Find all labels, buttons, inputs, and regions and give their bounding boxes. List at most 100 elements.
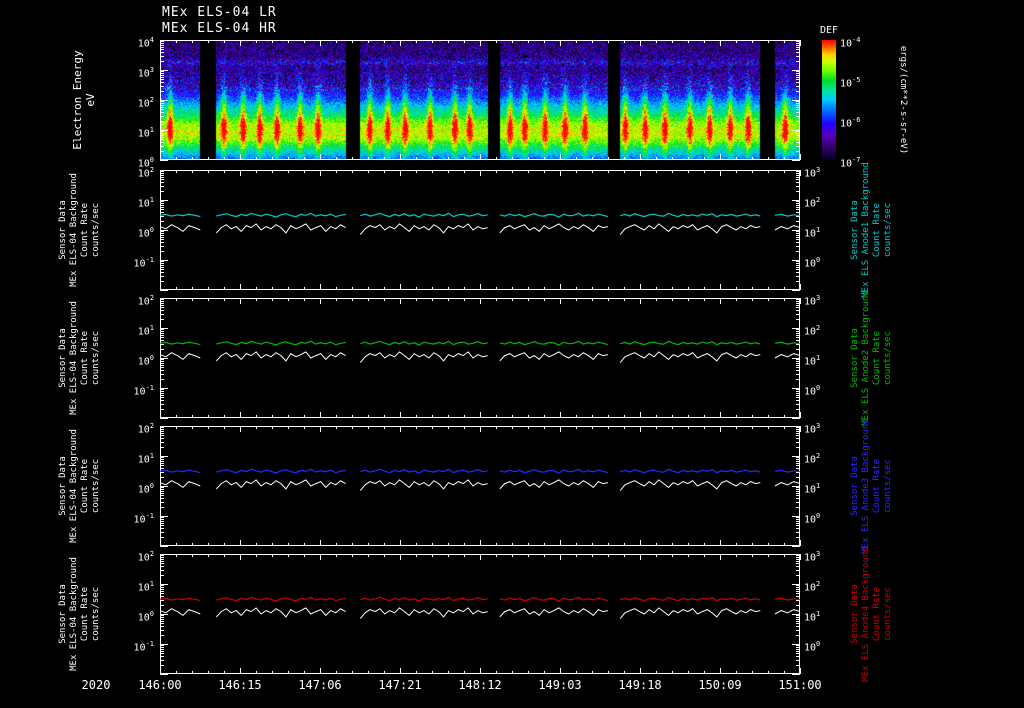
panel-right-axis-title: Sensor Data MEx ELS Anode2 Background Coun… [850, 290, 894, 425]
tick-label: 100 [804, 640, 821, 654]
tick-label: 103 [804, 422, 821, 436]
tick-label: 100 [137, 156, 154, 170]
label-line: MEx ELS-04 Background [69, 557, 79, 671]
label-line: MEx ELS-04 Background [69, 429, 79, 543]
plot-axes [159, 426, 801, 547]
tick-label: 101 [137, 580, 154, 594]
x-axis-tick-label: 146:15 [218, 678, 262, 692]
label-line: Count Rate [80, 202, 90, 258]
label-line: Sensor Data [850, 200, 860, 260]
tick-label: 10-6 [840, 116, 861, 130]
tick-label: 102 [804, 324, 821, 338]
tick-label: 100 [804, 384, 821, 398]
tick-label: 100 [137, 482, 154, 496]
label-line: counts/sec [883, 330, 893, 386]
label-line: Electron Energy [71, 50, 84, 150]
label-line: counts/sec [91, 458, 101, 514]
x-axis-tick-label: 148:12 [458, 678, 502, 692]
label-line: Count Rate [80, 586, 90, 642]
x-axis-tick-label: 149:18 [618, 678, 662, 692]
tick-label: 101 [804, 610, 821, 624]
label-line: MEx ELS Anode1 Background [861, 162, 871, 298]
x-axis-tick-label: 147:21 [378, 678, 422, 692]
tick-label: 102 [804, 452, 821, 466]
spectrogram-y-axis-title: Electron Energy eV [71, 50, 97, 149]
tick-label: 103 [804, 294, 821, 308]
label-line: MEx ELS-04 Background [69, 301, 79, 415]
tick-label: 101 [804, 482, 821, 496]
tick-label: 10-1 [133, 384, 154, 398]
tick-label: 101 [137, 126, 154, 140]
label-line: counts/sec [91, 202, 101, 258]
label-line: Count Rate [80, 458, 90, 514]
label-line: Count Rate [872, 458, 882, 514]
label-line: Sensor Data [58, 456, 68, 516]
label-line: Count Rate [80, 330, 90, 386]
panel-left-axis-title: Sensor Data MEx ELS-04 Background Count Ra… [58, 173, 102, 287]
tick-label: 101 [137, 452, 154, 466]
tick-label: 102 [137, 96, 154, 110]
label-line: counts/sec [883, 202, 893, 258]
panel-left-axis-title: Sensor Data MEx ELS-04 Background Count Ra… [58, 557, 102, 671]
tick-label: 101 [804, 226, 821, 240]
tick-label: 101 [137, 196, 154, 210]
tick-label: 102 [804, 196, 821, 210]
tick-label: 104 [137, 36, 154, 50]
tick-label: 101 [137, 324, 154, 338]
tick-label: 103 [804, 550, 821, 564]
label-line: Sensor Data [850, 456, 860, 516]
colorbar-units-label: ergs/(cm**2-s-sr-eV) [898, 45, 908, 155]
label-line: eV [84, 93, 97, 107]
x-axis-tick-label: 150:09 [698, 678, 742, 692]
tick-label: 102 [804, 580, 821, 594]
colorbar-title: DEF [819, 25, 839, 36]
panel-right-axis-title: Sensor Data MEx ELS Anode3 Background Coun… [850, 418, 894, 553]
plot-title-hr: MEx ELS-04 HR [162, 21, 277, 36]
plot-title-lr: MEx ELS-04 LR [162, 5, 277, 20]
plot-axes [159, 298, 801, 419]
tick-label: 102 [137, 422, 154, 436]
plot-axes [159, 170, 801, 291]
label-line: counts/sec [883, 458, 893, 514]
label-line: Count Rate [872, 330, 882, 386]
tick-label: 100 [137, 354, 154, 368]
tick-label: 100 [804, 256, 821, 270]
label-line: MEx ELS Anode4 Background [861, 546, 871, 682]
label-line: Sensor Data [850, 584, 860, 644]
label-line: MEx ELS Anode3 Background [861, 418, 871, 554]
label-line: MEx ELS-04 Background [69, 173, 79, 287]
plot-axes [160, 40, 801, 161]
x-axis-year-label: 2020 [81, 678, 111, 692]
tick-label: 100 [137, 610, 154, 624]
tick-label: 103 [804, 166, 821, 180]
tick-label: 10-1 [133, 512, 154, 526]
x-axis-tick-label: 149:03 [538, 678, 582, 692]
plot-axes [159, 554, 801, 675]
panel-right-axis-title: Sensor Data MEx ELS Anode4 Background Coun… [850, 546, 894, 681]
label-line: Sensor Data [58, 200, 68, 260]
label-line: Sensor Data [850, 328, 860, 388]
tick-label: 102 [137, 166, 154, 180]
tick-label: 100 [804, 512, 821, 526]
spectrogram-image [160, 40, 800, 160]
tick-label: 10-1 [133, 640, 154, 654]
tick-label: 10-5 [840, 76, 861, 90]
label-line: counts/sec [883, 586, 893, 642]
label-line: Count Rate [872, 202, 882, 258]
colorbar [822, 40, 836, 160]
tick-label: 102 [137, 294, 154, 308]
label-line: Sensor Data [58, 328, 68, 388]
x-axis-tick-label: 147:06 [298, 678, 342, 692]
tick-label: 102 [137, 550, 154, 564]
panel-left-axis-title: Sensor Data MEx ELS-04 Background Count Ra… [58, 429, 102, 543]
label-line: Sensor Data [58, 584, 68, 644]
panel-left-axis-title: Sensor Data MEx ELS-04 Background Count Ra… [58, 301, 102, 415]
tick-label: 100 [137, 226, 154, 240]
label-line: Count Rate [872, 586, 882, 642]
x-axis-tick-label: 146:00 [138, 678, 182, 692]
x-axis-tick-label: 151:00 [778, 678, 822, 692]
tick-label: 10-1 [133, 256, 154, 270]
label-line: counts/sec [91, 586, 101, 642]
tick-label: 10-7 [840, 156, 861, 170]
